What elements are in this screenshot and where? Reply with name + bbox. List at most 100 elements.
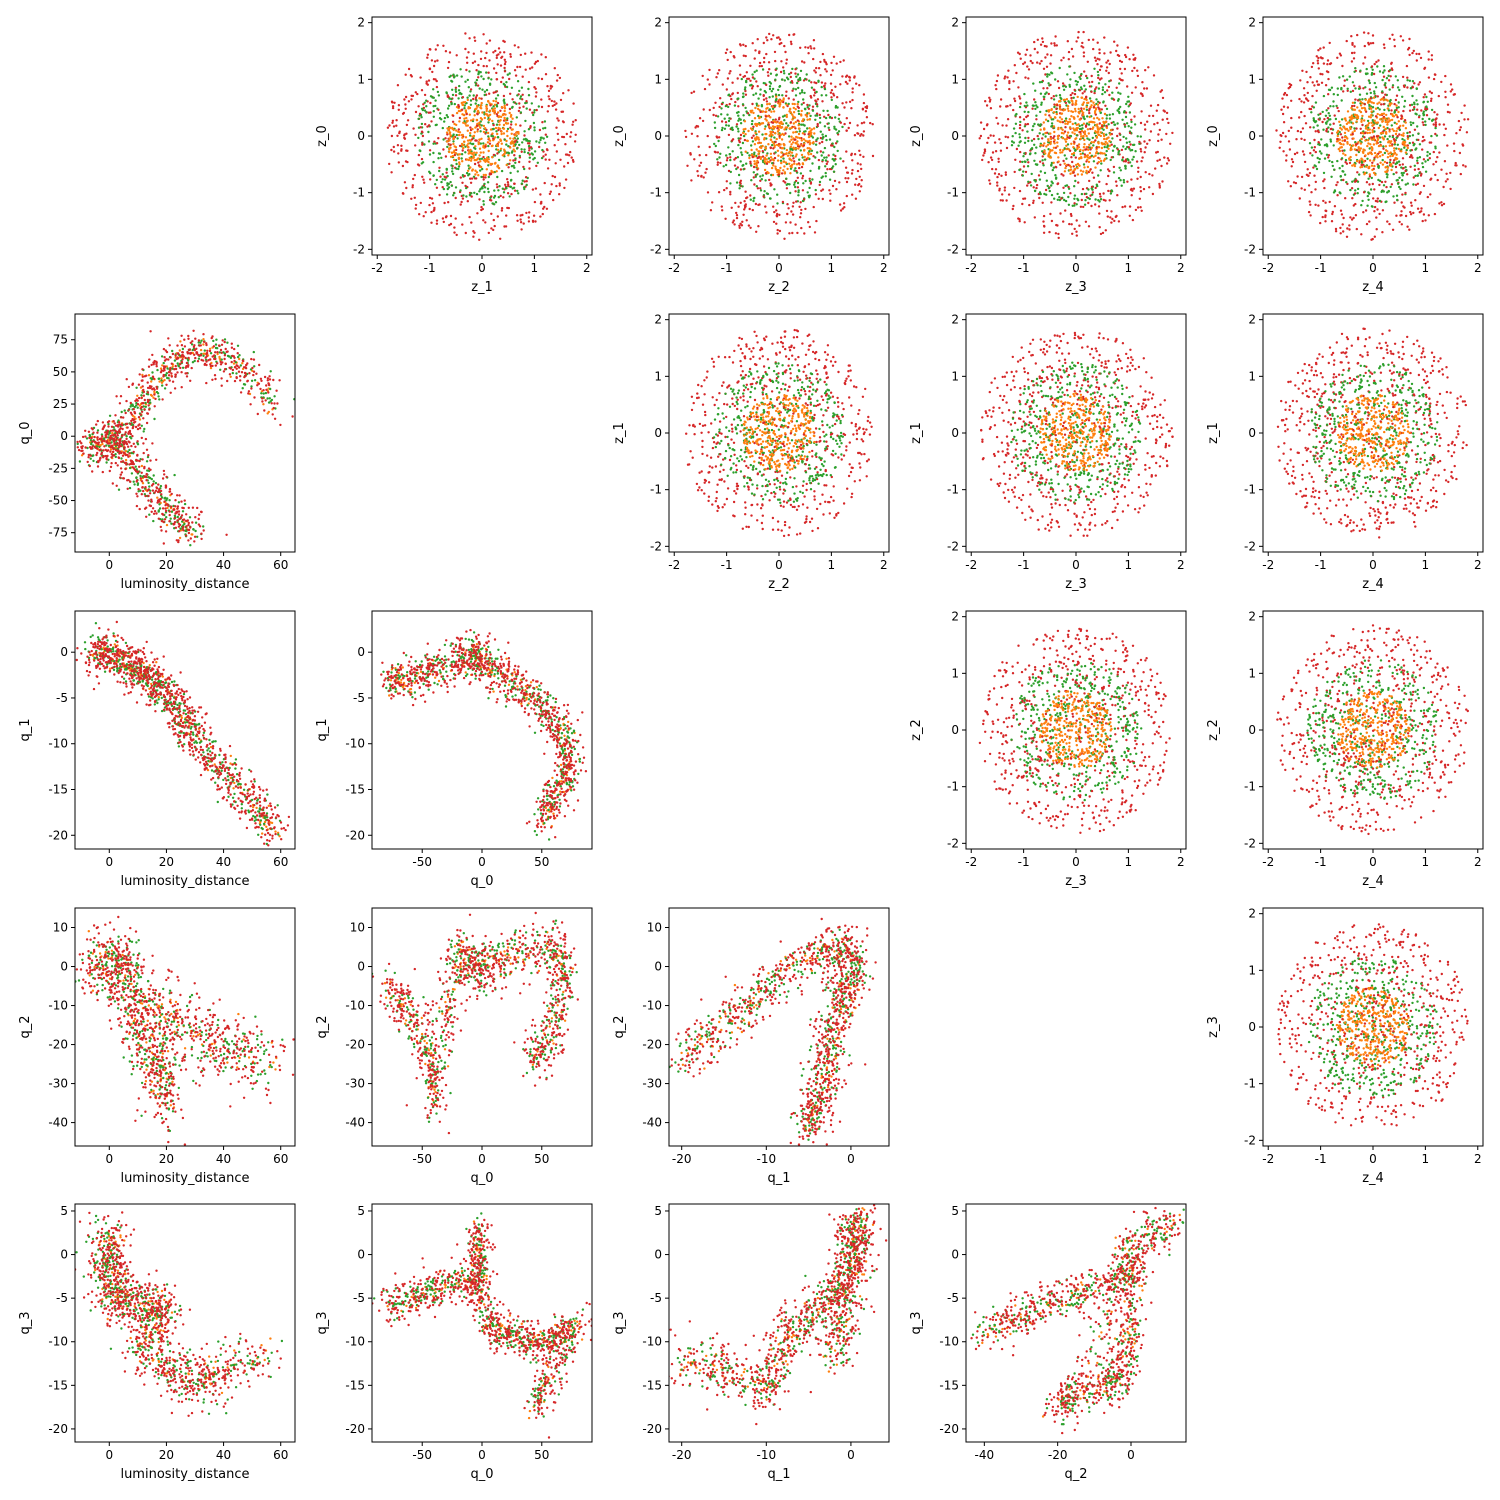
subplot-z0_z2: -2 -1 0 1 2 -2 -1 0 1 2 z_2 z_0	[612, 16, 890, 295]
x-tick-label: 1	[1422, 1152, 1430, 1166]
x-tick-label: -2	[965, 261, 977, 275]
x-tick-label: 1	[1125, 558, 1133, 572]
scatter-points	[669, 1204, 888, 1426]
y-tick-label: 1	[1248, 963, 1256, 977]
y-tick-label: 1	[654, 72, 662, 86]
subplot-q3_ld: 0 20 40 60 -20 -15 -10 -5 0 5 luminosity_distance q…	[18, 1203, 296, 1482]
subplot-q0_ld: 0 20 40 60 -75 -50 -25 0 25 50 75 luminosity_distan…	[18, 313, 296, 592]
x-axis-label: z_1	[471, 280, 493, 295]
x-tick-label: 50	[534, 1152, 549, 1166]
x-tick-label: 2	[583, 261, 591, 275]
y-tick-label: -5	[56, 1291, 68, 1305]
x-tick-label: -2	[1262, 558, 1274, 572]
subplot-z1_z3: -2 -1 0 1 2 -2 -1 0 1 2 z_3 z_1	[909, 313, 1187, 592]
x-axis-label: z_4	[1362, 1171, 1384, 1186]
subplot-z1_z4: -2 -1 0 1 2 -2 -1 0 1 2 z_4 z_1	[1206, 313, 1484, 592]
y-tick-label: -2	[650, 539, 662, 553]
x-tick-label: -1	[1315, 261, 1327, 275]
scatter-points	[685, 328, 873, 538]
y-axis-label: z_1	[909, 422, 924, 444]
y-tick-label: -2	[947, 836, 959, 850]
scatter-points	[1276, 327, 1468, 539]
x-tick-label: -2	[371, 261, 383, 275]
x-tick-label: 40	[216, 1152, 231, 1166]
x-tick-label: -2	[1262, 261, 1274, 275]
x-tick-label: 0	[1369, 558, 1377, 572]
y-tick-label: 5	[951, 1204, 959, 1218]
subplot-z2_z4: -2 -1 0 1 2 -2 -1 0 1 2 z_4 z_2	[1206, 610, 1484, 889]
y-tick-label: 2	[951, 313, 959, 327]
y-tick-label: 50	[53, 365, 68, 379]
x-tick-label: -10	[757, 1152, 777, 1166]
x-axis-label: q_0	[470, 1171, 493, 1186]
subplot-q1_q0: -50 0 50-20-15-10-50q_0q_1	[315, 610, 593, 889]
scatter-points	[372, 1212, 592, 1439]
axes-frame	[74, 610, 296, 850]
y-tick-label: -20	[345, 828, 365, 842]
y-tick-label: 2	[357, 16, 365, 30]
subplot-z2_z3: -2 -1 0 1 2 -2 -1 0 1 2 z_3 z_2	[909, 610, 1187, 889]
y-tick-label: 2	[1248, 610, 1256, 624]
subplot-q1_ld: 0 20 40 60 -20 -15 -10 -5 0 luminosity_distance q_…	[18, 610, 296, 889]
y-tick-label: 1	[951, 666, 959, 680]
y-tick-label: 5	[60, 1204, 68, 1218]
x-tick-label: 2	[1177, 558, 1185, 572]
scatter-points	[970, 1206, 1185, 1435]
y-axis-label: q_2	[18, 1015, 33, 1038]
y-tick-label: -2	[1244, 539, 1256, 553]
y-tick-label: -15	[48, 1378, 68, 1392]
y-tick-label: 0	[357, 129, 365, 143]
x-tick-label: 40	[216, 855, 231, 869]
y-tick-label: 0	[951, 129, 959, 143]
y-tick-label: 1	[1248, 369, 1256, 383]
x-tick-label: -1	[1018, 855, 1030, 869]
x-tick-label: 1	[828, 558, 836, 572]
y-axis-label: z_0	[1206, 125, 1221, 147]
scatter-points	[1277, 923, 1469, 1127]
x-tick-label: -50	[412, 1448, 432, 1462]
x-tick-label: -2	[1262, 1152, 1274, 1166]
x-tick-label: 1	[828, 261, 836, 275]
x-axis-label: q_1	[767, 1171, 790, 1186]
y-tick-label: -10	[48, 999, 68, 1013]
x-tick-label: -10	[757, 1448, 777, 1462]
y-axis-label: z_0	[315, 125, 330, 147]
y-axis-label: z_0	[909, 125, 924, 147]
scatter-points	[76, 329, 295, 547]
y-tick-label: -5	[947, 1291, 959, 1305]
y-axis-label: q_3	[909, 1311, 924, 1334]
y-tick-label: -5	[353, 691, 365, 705]
y-tick-label: 0	[357, 1248, 365, 1262]
y-tick-label: 1	[1248, 666, 1256, 680]
x-tick-label: -1	[1018, 558, 1030, 572]
scatter-points	[669, 917, 877, 1146]
x-tick-label: -20	[672, 1152, 692, 1166]
x-tick-label: -1	[1315, 855, 1327, 869]
x-tick-label: -2	[668, 261, 680, 275]
y-tick-label: -1	[1244, 483, 1256, 497]
scatter-points	[75, 620, 291, 847]
x-tick-label: 60	[273, 558, 288, 572]
y-tick-label: -5	[353, 1291, 365, 1305]
y-tick-label: -1	[650, 186, 662, 200]
x-tick-label: 2	[1177, 261, 1185, 275]
x-tick-label: 40	[216, 558, 231, 572]
scatter-points	[75, 1211, 284, 1418]
y-tick-label: -2	[947, 539, 959, 553]
x-axis-label: luminosity_distance	[120, 577, 249, 592]
scatter-points	[684, 32, 875, 240]
x-axis-label: z_4	[1362, 280, 1384, 295]
x-axis-label: z_2	[768, 577, 790, 592]
y-tick-label: -50	[48, 494, 68, 508]
scatter-points	[386, 32, 577, 241]
y-tick-label: -2	[1244, 242, 1256, 256]
y-axis-label: q_3	[612, 1311, 627, 1334]
y-tick-label: -20	[345, 1038, 365, 1052]
x-tick-label: 50	[534, 855, 549, 869]
x-axis-label: z_3	[1065, 280, 1087, 295]
x-tick-label: 1	[1422, 558, 1430, 572]
y-axis-label: z_0	[612, 125, 627, 147]
x-tick-label: 1	[531, 261, 539, 275]
y-axis-label: q_1	[315, 718, 330, 741]
